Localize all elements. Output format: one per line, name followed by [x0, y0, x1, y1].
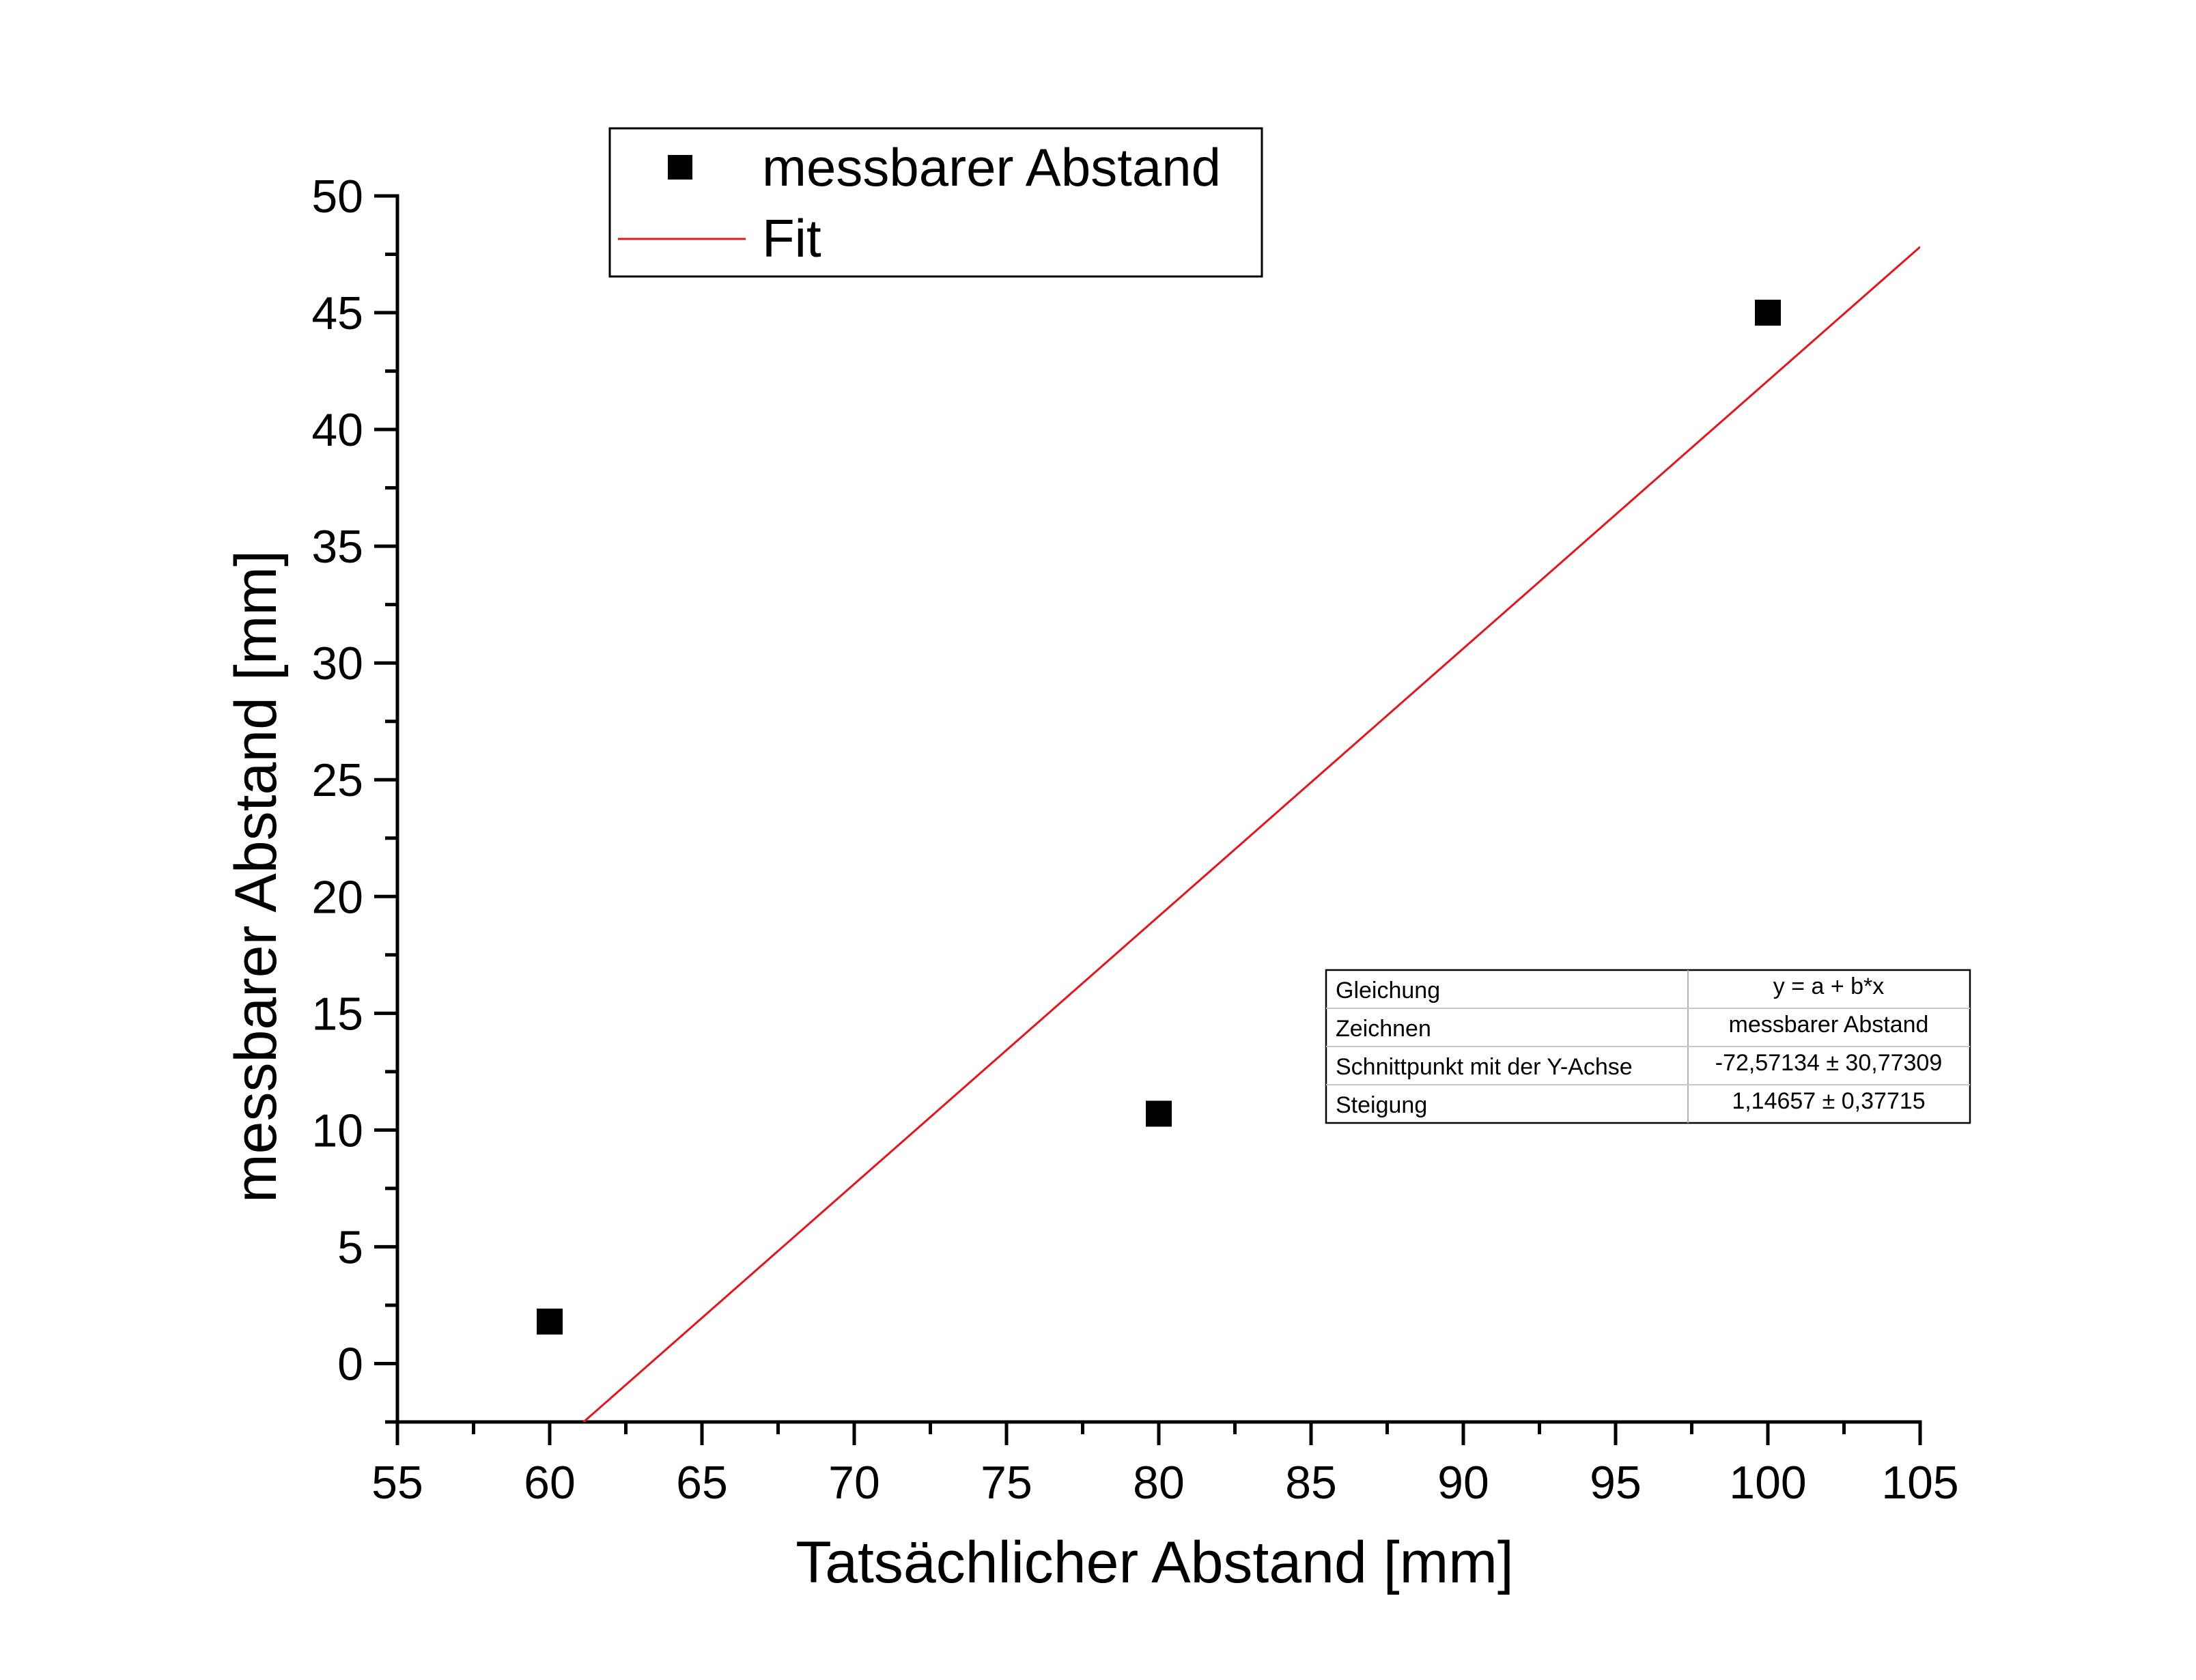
legend: messbarer Abstand Fit [608, 127, 1263, 278]
fit-table-label: Gleichung [1336, 978, 1440, 1003]
x-axis-title: Tatsächlicher Abstand [mm] [796, 1530, 1514, 1595]
x-tick-label: 95 [1590, 1457, 1642, 1509]
fit-line [582, 246, 1920, 1422]
y-tick-label: 20 [311, 871, 363, 923]
x-tick-label: 70 [828, 1457, 880, 1509]
fit-table-label: Zeichnen [1336, 1016, 1431, 1042]
y-tick-label: 15 [311, 988, 363, 1040]
fit-table-value: messbarer Abstand [1729, 1012, 1929, 1038]
x-tick-label: 55 [371, 1457, 423, 1509]
x-tick-label: 65 [676, 1457, 728, 1509]
fit-table-value: 1,14657 ± 0,37715 [1732, 1088, 1925, 1114]
legend-label-fit: Fit [762, 208, 821, 268]
y-tick-label: 45 [311, 287, 363, 339]
data-point [537, 1308, 563, 1335]
y-tick-label: 30 [311, 638, 363, 689]
y-tick-label: 10 [311, 1105, 363, 1156]
x-tick-label: 90 [1437, 1457, 1489, 1509]
y-tick-label: 40 [311, 404, 363, 456]
x-tick-label: 60 [524, 1457, 576, 1509]
data-point [1146, 1100, 1172, 1127]
legend-box [608, 127, 1263, 278]
fit-table-value: -72,57134 ± 30,77309 [1715, 1050, 1943, 1076]
y-tick-label: 35 [311, 521, 363, 573]
y-tick-label: 5 [337, 1221, 363, 1273]
fit-table-value: y = a + b*x [1773, 973, 1885, 999]
legend-label-messbarer-abstand: messbarer Abstand [762, 137, 1221, 197]
x-tick-label: 85 [1285, 1457, 1337, 1509]
y-axis-title: messbarer Abstand [mm] [223, 550, 289, 1203]
axes: 55 60 65 70 75 80 85 90 95 100 105 0 5 10 15 20 25 30 35 40… [311, 171, 1958, 1509]
x-tick-label: 100 [1729, 1457, 1806, 1509]
legend-marker-square [668, 155, 692, 180]
fit-table-label: Steigung [1336, 1092, 1427, 1118]
y-tick-label: 25 [311, 754, 363, 806]
y-tick-label: 0 [337, 1338, 363, 1390]
data-point [1755, 300, 1781, 326]
x-tick-label: 75 [981, 1457, 1032, 1509]
x-tick-label: 105 [1881, 1457, 1958, 1509]
x-tick-label: 80 [1133, 1457, 1185, 1509]
y-tick-label: 50 [311, 171, 363, 223]
fit-results-table: Gleichung y = a + b*x Zeichnen messbarer… [1325, 969, 1971, 1124]
fit-table-label: Schnittpunkt mit der Y-Achse [1336, 1054, 1633, 1080]
data-marks [537, 246, 1920, 1422]
